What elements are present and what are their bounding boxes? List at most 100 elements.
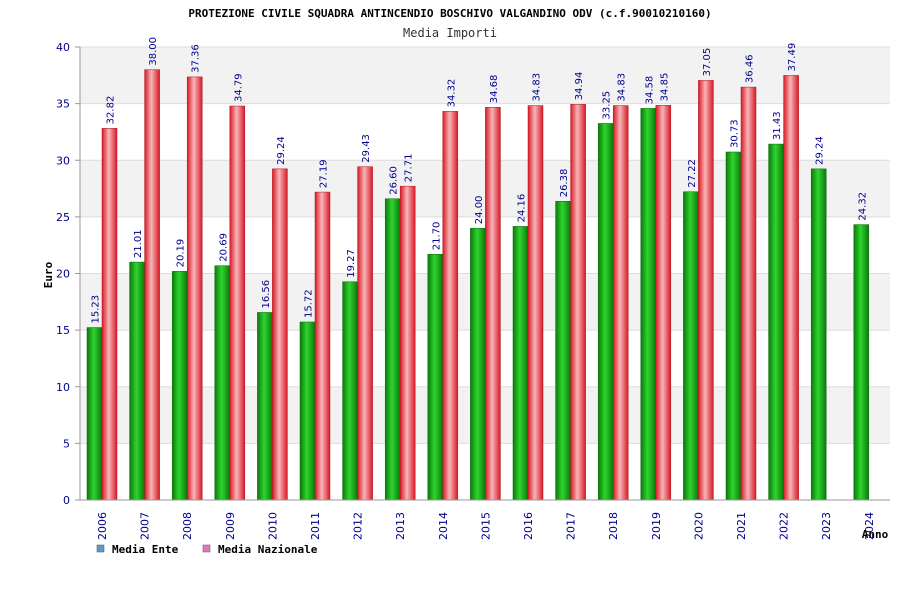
bar-nazionale [101,128,118,501]
x-tick-label: 2010 [266,512,279,540]
x-tick-label: 2024 [863,512,876,540]
bars: 15.23 32.82 21.01 38.00 20.19 37.36 20.69 34.79… [86,37,870,501]
data-label-ente: 24.16 [517,194,528,223]
x-tick-label: 2013 [394,512,407,540]
bar-ente [597,123,614,501]
data-label-ente: 15.72 [304,289,315,318]
bar-ente [640,108,657,501]
bar-ente [810,168,827,501]
x-tick-label: 2016 [522,512,535,540]
legend: Media Ente Media Nazionale [96,543,318,556]
x-axis-ticks: 2006 2007 2008 2009 2010 2011 2012 2013 2014 2015… [96,512,876,540]
bar-nazionale [442,111,459,501]
bar-ente [214,265,231,501]
data-label-ente: 16.56 [261,280,272,309]
bar-ente [86,327,103,501]
y-axis-label: Euro [42,261,55,288]
bar-nazionale [612,105,629,501]
data-label-nazionale: 34.94 [574,72,585,101]
data-label-ente: 34.58 [644,76,655,105]
data-label-ente: 27.22 [687,159,698,188]
x-tick-label: 2007 [139,512,152,540]
legend-swatch-nazionale [202,544,211,553]
x-tick-label: 2014 [437,512,450,540]
data-label-nazionale: 34.85 [659,73,670,102]
data-label-nazionale: 34.83 [617,73,628,102]
data-label-ente: 24.32 [857,192,868,221]
y-tick-label: 40 [56,41,70,54]
bar-ente [171,271,188,501]
bar-ente [257,312,273,501]
y-tick-label: 15 [56,324,70,337]
x-tick-label: 2020 [692,512,705,540]
bar-nazionale [698,80,714,501]
data-label-ente: 33.25 [602,91,613,120]
bar-nazionale [229,105,246,501]
x-axis-label: Anno [862,528,889,541]
bar-ente [427,253,444,501]
bar-ente [470,227,486,501]
data-label-ente: 15.23 [91,295,102,324]
data-label-nazionale: 37.36 [191,44,202,73]
bar-nazionale [399,185,416,501]
data-label-nazionale: 36.46 [745,54,756,83]
data-label-nazionale: 38.00 [148,37,159,66]
bar-ente [384,198,401,501]
y-tick-label: 5 [63,437,70,450]
data-label-ente: 19.27 [346,249,357,278]
bar-ente [299,321,316,501]
chart-title: PROTEZIONE CIVILE SQUADRA ANTINCENDIO BO… [188,7,711,20]
data-label-ente: 31.43 [772,111,783,140]
x-tick-label: 2022 [778,512,791,540]
legend-label-nazionale: Media Nazionale [218,543,318,556]
bar-ente [853,224,870,501]
bar-nazionale [272,168,288,501]
data-label-nazionale: 32.82 [106,96,117,125]
data-label-ente: 26.38 [559,169,570,198]
x-tick-label: 2023 [820,512,833,540]
x-tick-label: 2018 [607,512,620,540]
bar-nazionale [570,104,586,501]
x-tick-label: 2008 [181,512,194,540]
y-tick-label: 30 [56,154,70,167]
y-axis-ticks: 0 5 10 15 20 25 30 35 40 [56,41,890,507]
legend-swatch-ente [96,544,105,553]
bar-nazionale [314,191,331,501]
bar-nazionale [357,166,373,501]
x-tick-label: 2009 [224,512,237,540]
chart-subtitle: Media Importi [403,26,497,40]
x-tick-label: 2019 [650,512,663,540]
x-tick-label: 2006 [96,512,109,540]
bar-ente [129,261,145,501]
data-label-nazionale: 27.19 [319,159,330,188]
bar-nazionale [144,69,160,501]
data-label-nazionale: 34.68 [489,75,500,104]
bar-ente [683,191,699,501]
x-tick-label: 2012 [352,512,365,540]
x-tick-label: 2017 [565,512,578,540]
y-tick-label: 10 [56,381,70,394]
x-tick-label: 2011 [309,512,322,540]
bar-ente [342,281,358,501]
bar-ente [512,226,529,501]
data-label-ente: 26.60 [389,166,400,195]
data-label-nazionale: 37.05 [702,48,713,77]
data-label-ente: 29.24 [815,136,826,165]
legend-label-ente: Media Ente [112,543,179,556]
data-label-nazionale: 34.83 [532,73,543,102]
data-label-ente: 21.70 [431,222,442,251]
bar-nazionale [740,86,757,501]
bar-ente [725,151,742,501]
x-tick-label: 2015 [479,512,492,540]
y-tick-label: 0 [63,494,70,507]
y-tick-label: 35 [56,98,70,111]
data-label-ente: 20.69 [218,233,229,262]
data-label-nazionale: 27.71 [404,154,415,183]
bar-nazionale [186,76,203,501]
bar-ente [768,143,784,501]
data-label-ente: 24.00 [474,196,485,225]
bar-nazionale [527,105,544,501]
bar-nazionale [783,75,799,501]
bar-ente [555,200,571,501]
